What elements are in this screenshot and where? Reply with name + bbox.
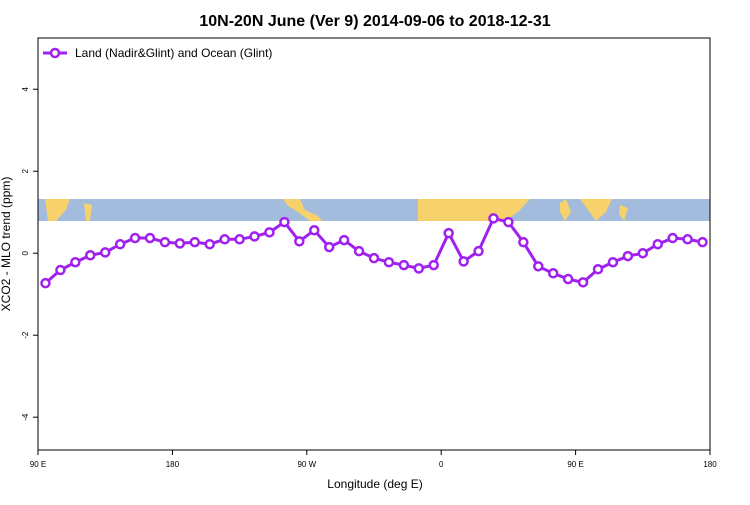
data-point: [249, 231, 260, 242]
data-point: [99, 247, 111, 258]
data-point: [55, 264, 66, 276]
data-point: [637, 247, 649, 259]
plot-frame: [37, 37, 711, 451]
data-point: [562, 273, 574, 285]
data-point: [503, 216, 514, 228]
data-point: [174, 238, 186, 249]
data-point: [279, 216, 290, 228]
data-point: [204, 238, 215, 250]
y-tick-label: 0: [21, 250, 30, 255]
y-tick-label: -2: [21, 331, 30, 339]
data-point: [547, 268, 559, 279]
data-point: [473, 245, 484, 257]
data-point: [697, 236, 708, 248]
data-point: [518, 236, 529, 248]
data-point: [144, 232, 156, 244]
data-point: [264, 227, 275, 238]
data-point: [667, 232, 678, 244]
legend-label: Land (Nadir&Glint) and Ocean (Glint): [75, 46, 272, 60]
data-point: [398, 259, 410, 271]
data-point: [323, 241, 335, 253]
data-point: [383, 256, 395, 268]
data-point: [577, 277, 589, 288]
x-tick-label: 0: [439, 460, 444, 469]
data-point: [443, 227, 454, 239]
data-point: [159, 236, 171, 248]
data-point: [413, 263, 425, 274]
data-point: [368, 252, 380, 264]
y-tick-label: 4: [21, 86, 30, 91]
x-tick-label: 180: [703, 460, 717, 469]
legend-marker: [49, 47, 61, 59]
data-point: [652, 238, 663, 250]
y-axis-title: XCO2 - MLO trend (ppm): [0, 177, 13, 312]
data-point: [622, 250, 634, 262]
data-line: [44, 216, 703, 285]
data-point: [592, 263, 604, 275]
data-point: [70, 256, 81, 268]
map-strip: [38, 199, 710, 221]
x-tick-label: 90 W: [297, 460, 316, 469]
data-point: [189, 236, 201, 248]
data-point: [533, 261, 544, 272]
x-tick-label: 180: [166, 460, 180, 469]
x-axis-title: Longitude (deg E): [327, 477, 422, 491]
y-tick-label: 2: [21, 168, 30, 173]
data-point: [219, 234, 230, 245]
data-point: [294, 236, 305, 247]
data-point: [234, 234, 245, 245]
y-tick-label: -4: [21, 413, 30, 421]
data-point: [338, 234, 350, 246]
x-tick-label: 90 E: [567, 460, 583, 469]
chart-title: 10N-20N June (Ver 9) 2014-09-06 to 2018-…: [199, 13, 550, 30]
x-tick-label: 90 E: [30, 460, 46, 469]
data-point: [488, 213, 499, 224]
data-point: [607, 256, 619, 268]
data-point: [114, 238, 126, 250]
data-point: [129, 232, 141, 244]
data-point: [40, 277, 51, 289]
data-point: [428, 259, 439, 271]
data-point: [309, 225, 320, 236]
data-point: [682, 234, 693, 245]
data-point: [458, 256, 469, 267]
data-point: [353, 245, 365, 257]
data-point: [85, 250, 96, 261]
